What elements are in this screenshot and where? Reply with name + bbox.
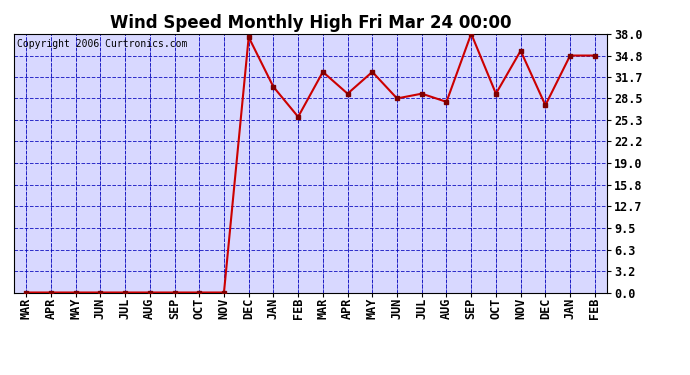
Title: Wind Speed Monthly High Fri Mar 24 00:00: Wind Speed Monthly High Fri Mar 24 00:00 [110, 14, 511, 32]
Text: Copyright 2006 Curtronics.com: Copyright 2006 Curtronics.com [17, 39, 187, 49]
